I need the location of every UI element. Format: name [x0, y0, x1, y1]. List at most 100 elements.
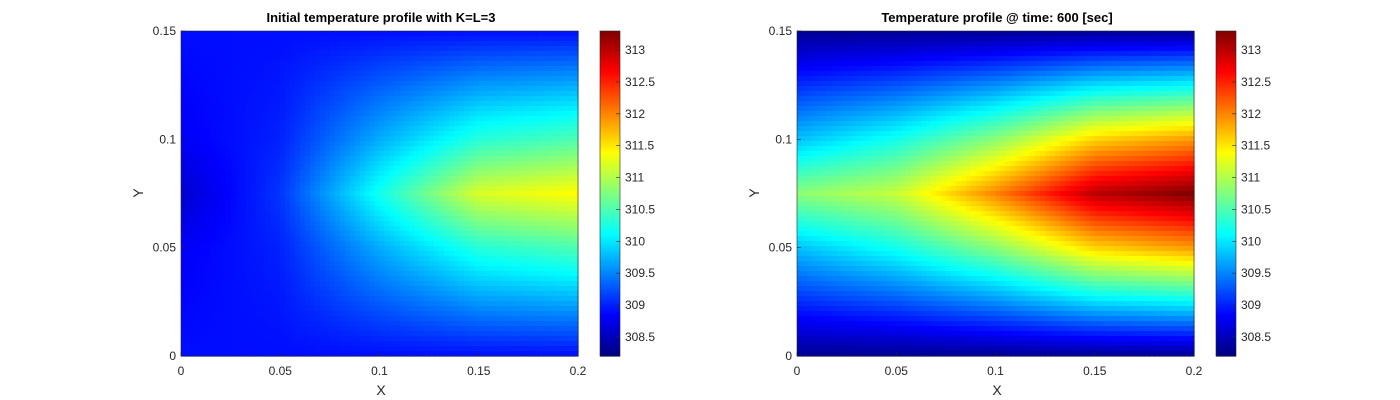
heatmap-cell	[195, 191, 202, 197]
heatmap-cell	[389, 226, 395, 232]
heatmap-cell	[215, 166, 222, 172]
heatmap-cell	[563, 301, 569, 307]
heatmap-cell	[553, 196, 559, 202]
heatmap-cell	[255, 76, 261, 82]
heatmap-cell	[319, 81, 326, 87]
heatmap-cell	[215, 71, 222, 77]
heatmap-cell	[394, 66, 400, 72]
heatmap-cell	[404, 261, 410, 267]
heatmap-cell	[439, 71, 445, 77]
heatmap-cell	[394, 316, 400, 322]
heatmap-cell	[394, 286, 400, 292]
heatmap-cell	[195, 131, 202, 137]
heatmap-cell	[568, 216, 574, 222]
heatmap-cell	[344, 296, 351, 302]
heatmap-cell	[349, 31, 356, 37]
heatmap-cell	[414, 306, 420, 312]
heatmap-cell	[354, 126, 361, 132]
heatmap-cell	[265, 76, 271, 82]
heatmap-cell	[290, 166, 296, 172]
heatmap-cell	[548, 46, 554, 52]
heatmap-cell	[468, 111, 475, 117]
heatmap-cell	[295, 321, 301, 327]
heatmap-cell	[250, 206, 257, 212]
heatmap-cell	[553, 66, 559, 72]
heatmap-cell	[473, 161, 480, 167]
heatmap-cell	[404, 336, 410, 342]
heatmap-cell	[225, 191, 232, 197]
heatmap-cell	[528, 186, 534, 192]
heatmap-cell	[448, 291, 455, 297]
heatmap-cell	[310, 341, 316, 347]
heatmap-cell	[200, 296, 207, 302]
heatmap-cell	[319, 256, 326, 262]
heatmap-cell	[334, 201, 341, 207]
heatmap-cell	[568, 156, 574, 162]
heatmap-cell	[488, 206, 495, 212]
heatmap-cell	[181, 101, 187, 107]
heatmap-cell	[493, 271, 500, 277]
heatmap-cell	[478, 261, 485, 267]
heatmap-cell	[265, 156, 271, 162]
heatmap-cell	[369, 101, 376, 107]
heatmap-cell	[409, 96, 415, 102]
heatmap-cell	[230, 231, 237, 237]
heatmap-cell	[448, 36, 455, 42]
heatmap-cell	[429, 241, 435, 247]
heatmap-cell	[523, 131, 529, 137]
heatmap-cell	[285, 246, 291, 252]
heatmap-cell	[329, 321, 336, 327]
heatmap-cell	[230, 36, 237, 42]
heatmap-cell	[493, 226, 500, 232]
heatmap-cell	[518, 211, 525, 217]
heatmap-cell	[468, 91, 475, 97]
heatmap-cell	[533, 226, 539, 232]
heatmap-cell	[235, 316, 242, 322]
heatmap-cell	[359, 36, 366, 42]
heatmap-cell	[533, 41, 539, 47]
heatmap-cell	[210, 341, 217, 347]
heatmap-cell	[220, 141, 227, 147]
heatmap-cell	[270, 131, 276, 137]
heatmap-cell	[265, 111, 271, 117]
heatmap-cell	[533, 96, 539, 102]
heatmap-cell	[473, 151, 480, 157]
heatmap-cell	[314, 31, 321, 37]
heatmap-cell	[364, 176, 371, 182]
heatmap-cell	[468, 286, 475, 292]
heatmap-cell	[543, 256, 549, 262]
heatmap-cell	[185, 311, 192, 317]
heatmap-cell	[573, 56, 579, 62]
heatmap-cell	[448, 51, 455, 57]
heatmap-cell	[255, 321, 261, 327]
heatmap-cell	[230, 301, 237, 307]
heatmap-cell	[324, 196, 331, 202]
heatmap-cell	[245, 246, 252, 252]
heatmap-cell	[473, 101, 480, 107]
heatmap-cell	[528, 66, 534, 72]
heatmap-cell	[349, 236, 356, 242]
heatmap-cell	[568, 131, 574, 137]
heatmap-cell	[538, 126, 544, 132]
heatmap-cell	[245, 201, 252, 207]
heatmap-cell	[190, 221, 197, 227]
heatmap-cell	[409, 41, 415, 47]
heatmap-cell	[245, 121, 252, 127]
heatmap-cell	[195, 106, 202, 112]
heatmap-cell	[478, 51, 485, 57]
heatmap-cell	[384, 91, 391, 97]
heatmap-cell	[463, 316, 470, 322]
heatmap-cell	[563, 116, 569, 122]
heatmap-cell	[280, 161, 286, 167]
heatmap-cell	[394, 256, 400, 262]
heatmap-cell	[463, 86, 470, 92]
heatmap-cell	[374, 146, 381, 152]
heatmap-cell	[359, 196, 366, 202]
heatmap-cell	[290, 201, 296, 207]
heatmap-cell	[463, 101, 470, 107]
heatmap-cell	[334, 86, 341, 92]
heatmap-cell	[538, 201, 544, 207]
heatmap-cell	[533, 291, 539, 297]
heatmap-cell	[379, 336, 386, 342]
heatmap-cell	[493, 86, 500, 92]
